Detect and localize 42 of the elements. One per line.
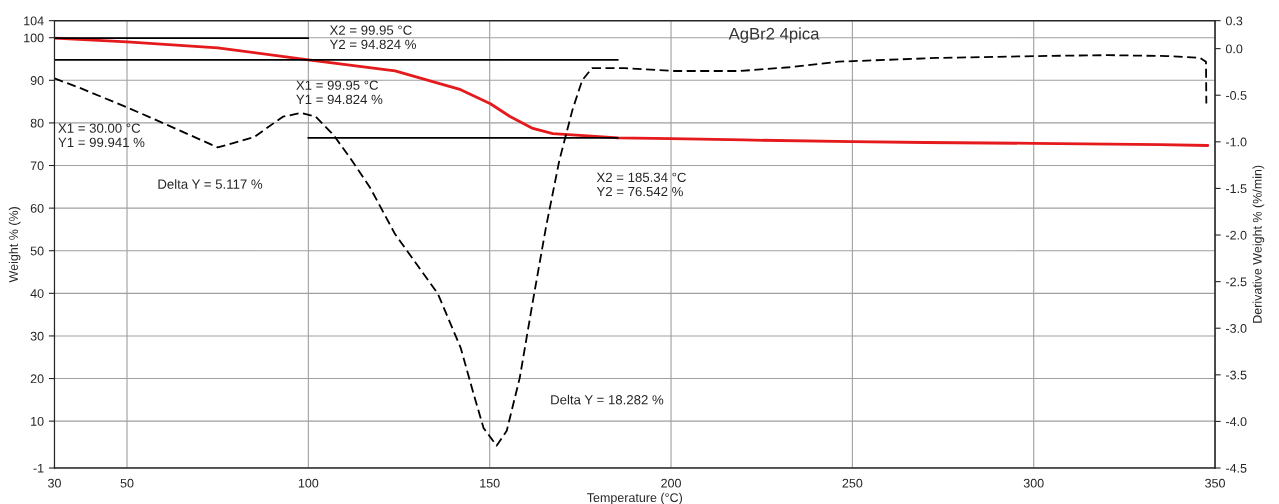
y2-tick-label: -3.5 [1226,370,1247,380]
x-tick-label: 300 [1023,478,1044,488]
y-tick-label: 104 [24,16,44,26]
y-axis-title: Weight % (%) [8,207,21,283]
y-tick-label: 30 [30,331,44,341]
y-tick-label: 10 [31,416,44,426]
annotation: X2 = 185.34 °C Y2 = 76.542 % [596,172,686,197]
annotation: Delta Y = 18.282 % [551,394,664,405]
y-tick-label: 80 [30,118,44,128]
x-tick-label: 350 [1205,478,1225,488]
line-series [54,54,1208,447]
y-tick-label: 20 [30,374,44,384]
y2-tick-label: -2.0 [1226,230,1247,240]
annotation: X2 = 99.95 °C Y2 = 94.824 % [329,25,416,50]
x-tick-label: 50 [120,478,134,488]
y2-tick-label: -2.5 [1226,277,1247,287]
y-tick-label: 50 [30,246,44,256]
x-tick-label: 30 [48,478,61,488]
y2-tick-label: -1.0 [1226,137,1247,147]
chart-title: AgBr2 4pica [728,27,820,43]
y-tick-label: 70 [30,161,44,171]
y2-tick-label: 0.3 [1225,16,1243,26]
y2-axis-title: Derivative Weight % (%/min) [1252,165,1265,323]
x-tick-label: 150 [480,478,500,488]
annotation: Delta Y = 5.117 % [158,179,263,189]
y-tick-label: 100 [24,33,44,43]
x-axis-title: Temperature (°C) [587,492,682,504]
y2-tick-label: -4.5 [1226,463,1247,473]
y2-tick-label: -3.0 [1226,324,1247,333]
y2-tick-label: -1.5 [1226,184,1247,194]
y-tick-label: 60 [30,203,44,213]
y2-tick-label: 0.0 [1225,44,1243,54]
y-tick-label: 40 [30,289,44,298]
y-tick-label: 90 [30,76,44,85]
y-tick-label: -1 [33,463,44,473]
y2-tick-label: -4.0 [1226,417,1247,427]
y2-tick-label: -0.5 [1226,91,1247,100]
x-tick-label: 100 [298,478,319,488]
annotation: X1 = 99.95 °C Y1 = 94.824 % [296,80,383,105]
annotation: X1 = 30.00 °C Y1 = 99.941 % [58,123,145,148]
x-tick-label: 250 [842,478,863,488]
x-tick-label: 200 [661,478,681,488]
